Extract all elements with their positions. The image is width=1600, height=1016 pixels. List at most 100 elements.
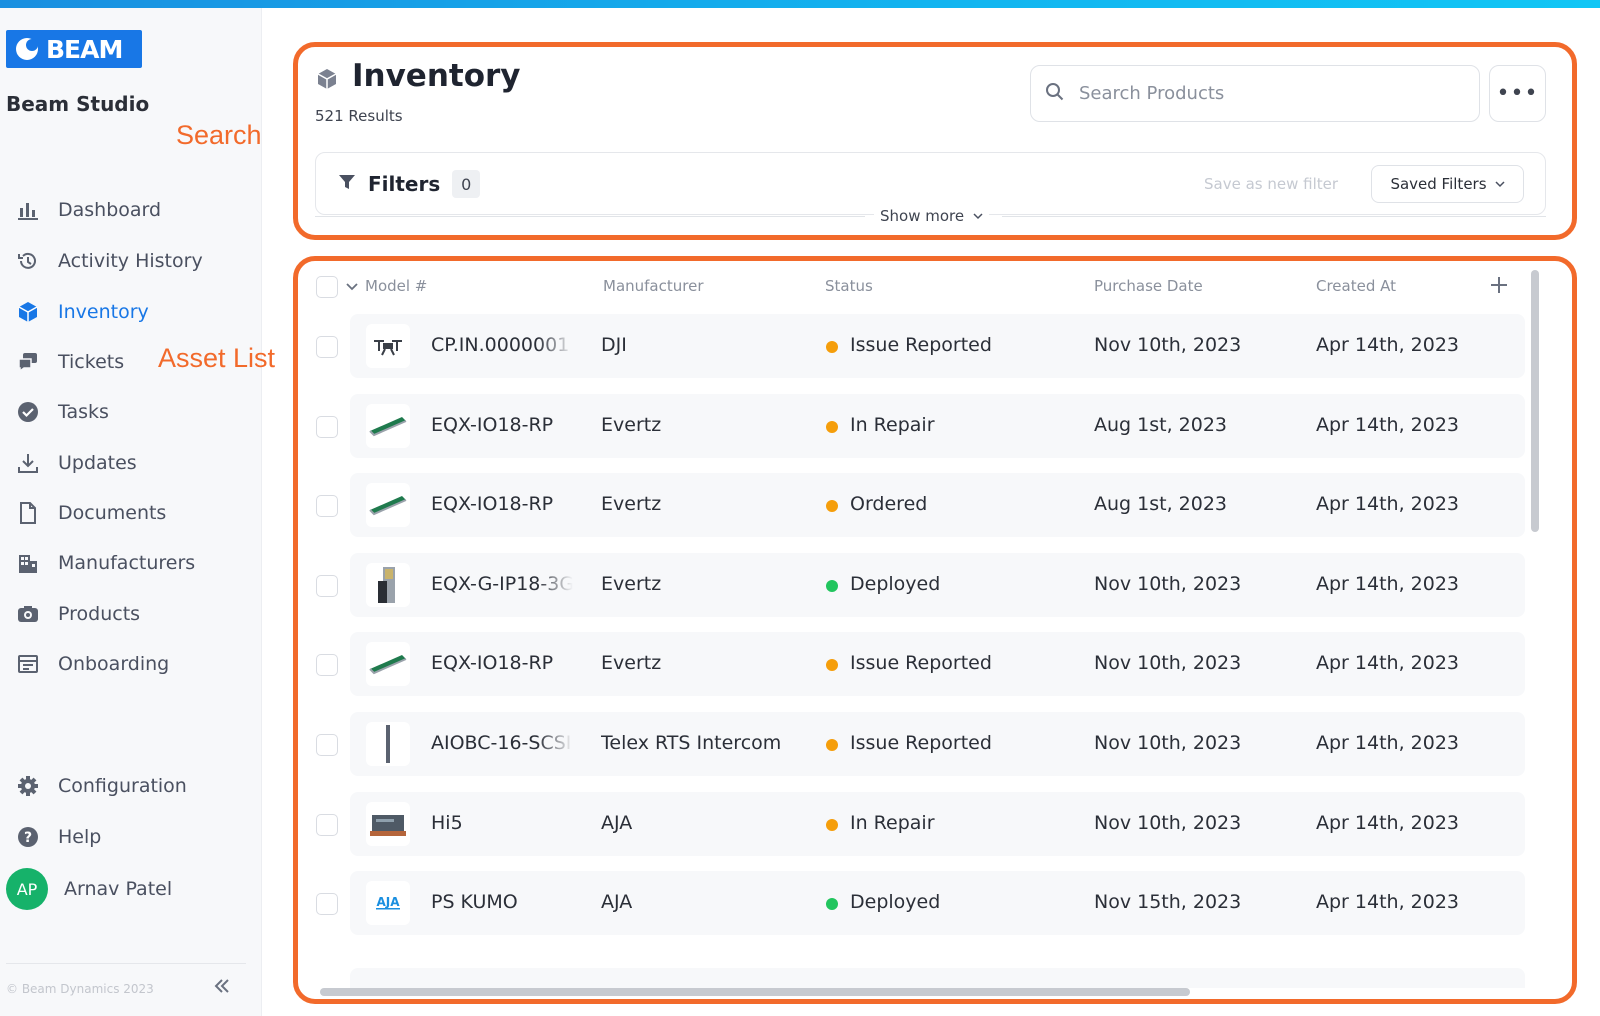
row-checkbox[interactable] <box>316 495 338 517</box>
table-row[interactable]: AJA PS KUMO AJA Deployed Nov 15th, 2023 Apr 1… <box>350 871 1525 935</box>
sidebar-item-label: Dashboard <box>58 199 162 221</box>
chat-icon <box>16 350 40 374</box>
double-chevron-left-icon[interactable] <box>212 976 232 1001</box>
more-options-button[interactable]: ••• <box>1489 65 1546 122</box>
cell-manufacturer: AJA <box>601 891 633 913</box>
annotation-asset-list: Asset List <box>158 343 276 373</box>
cube-icon <box>16 300 40 324</box>
sidebar: BEAM Beam Studio <box>0 8 262 1016</box>
table-row[interactable]: EQX-IO18-RP Evertz Issue Reported Nov 10th,… <box>350 632 1525 696</box>
saved-filters-dropdown[interactable]: Saved Filters <box>1371 165 1524 203</box>
search-input[interactable]: Search Products <box>1030 65 1480 122</box>
table-row[interactable]: EQX-IO18-RP Evertz Ordered Aug 1st, 2023 Apr… <box>350 473 1525 537</box>
cell-model: EQX-IO18-RP <box>431 414 554 436</box>
table-row[interactable]: AIOBC-16-SCSI Telex RTS Intercom Issue Rep… <box>350 712 1525 776</box>
beam-logo[interactable]: BEAM <box>6 30 142 68</box>
sidebar-item-inventory[interactable]: Inventory <box>0 292 262 332</box>
column-header-status[interactable]: Status <box>825 277 873 295</box>
sidebar-item-configuration[interactable]: Configuration <box>0 766 262 806</box>
sidebar-item-onboarding[interactable]: Onboarding <box>0 644 262 684</box>
cell-manufacturer: Evertz <box>601 652 662 674</box>
status-dot <box>826 819 838 831</box>
row-checkbox[interactable] <box>316 893 338 915</box>
table-row[interactable]: Hi5 AJA In Repair Nov 10th, 2023 Apr 14th, 2… <box>350 792 1525 856</box>
product-thumbnail <box>366 404 410 448</box>
status-dot <box>826 739 838 751</box>
sidebar-item-tasks[interactable]: Tasks <box>0 392 262 432</box>
status-dot <box>826 580 838 592</box>
chevron-down-icon[interactable] <box>345 279 359 298</box>
status-dot <box>826 500 838 512</box>
cell-purchase-date: Nov 15th, 2023 <box>1094 891 1242 913</box>
user-profile[interactable]: AP Arnav Patel <box>6 868 172 910</box>
sidebar-item-label: Documents <box>58 502 167 524</box>
filter-icon <box>338 173 356 195</box>
gear-icon <box>16 774 40 798</box>
cell-purchase-date: Nov 10th, 2023 <box>1094 334 1242 356</box>
vertical-scrollbar[interactable] <box>1531 270 1539 532</box>
cell-created-at: Apr 14th, 2023 <box>1316 414 1460 436</box>
row-checkbox[interactable] <box>316 734 338 756</box>
cell-created-at: Apr 14th, 2023 <box>1316 732 1460 754</box>
filters-count-badge: 0 <box>452 170 481 198</box>
beam-logo-text: BEAM <box>46 34 123 64</box>
filters-label: Filters <box>368 172 441 196</box>
status-dot <box>826 898 838 910</box>
sidebar-item-label: Activity History <box>58 250 203 272</box>
sidebar-item-label: Inventory <box>58 301 149 323</box>
show-more-button[interactable]: Show more <box>874 207 989 225</box>
row-checkbox[interactable] <box>316 575 338 597</box>
cell-purchase-date: Aug 1st, 2023 <box>1094 493 1228 515</box>
results-count: 521 Results <box>315 107 403 125</box>
sidebar-item-help[interactable]: ? Help <box>0 817 262 857</box>
row-checkbox[interactable] <box>316 654 338 676</box>
sidebar-item-tickets[interactable]: Tickets <box>0 342 262 382</box>
horizontal-scrollbar[interactable] <box>320 988 1190 996</box>
column-header-model[interactable]: Model # <box>365 277 428 295</box>
row-checkbox[interactable] <box>316 336 338 358</box>
saved-filters-label: Saved Filters <box>1390 175 1487 193</box>
cell-manufacturer: Evertz <box>601 493 662 515</box>
asset-list-highlight-box <box>293 256 1577 1004</box>
svg-text:AJA: AJA <box>376 895 400 909</box>
sidebar-item-dashboard[interactable]: Dashboard <box>0 190 262 230</box>
camera-icon <box>16 602 40 626</box>
help-icon: ? <box>16 825 40 849</box>
cell-purchase-date: Nov 10th, 2023 <box>1094 652 1242 674</box>
row-checkbox[interactable] <box>316 814 338 836</box>
status-dot <box>826 421 838 433</box>
cell-created-at: Apr 14th, 2023 <box>1316 652 1460 674</box>
check-circle-icon <box>16 400 40 424</box>
save-as-new-filter-button[interactable]: Save as new filter <box>1204 175 1339 193</box>
table-row[interactable]: EQX-G-IP18-3G Evertz Deployed Nov 10th, 202… <box>350 553 1525 617</box>
status-dot <box>826 659 838 671</box>
cell-model: EQX-IO18-RP <box>431 652 554 674</box>
table-row[interactable]: EQX-IO18-RP Evertz In Repair Aug 1st, 2023 A… <box>350 394 1525 458</box>
sidebar-item-documents[interactable]: Documents <box>0 493 262 533</box>
column-header-purchase-date[interactable]: Purchase Date <box>1094 277 1203 295</box>
sidebar-item-updates[interactable]: Updates <box>0 443 262 483</box>
sidebar-item-activity-history[interactable]: Activity History <box>0 241 262 281</box>
cell-model: AIOBC-16-SCSI <box>431 732 572 754</box>
sidebar-item-manufacturers[interactable]: Manufacturers <box>0 543 262 583</box>
column-header-created-at[interactable]: Created At <box>1316 277 1397 295</box>
chevron-down-icon <box>1495 175 1505 193</box>
sidebar-item-label: Products <box>58 603 141 625</box>
search-placeholder: Search Products <box>1079 83 1225 104</box>
sidebar-divider <box>6 963 246 964</box>
status-dot <box>826 341 838 353</box>
cell-model: EQX-IO18-RP <box>431 493 554 515</box>
table-row[interactable]: CP.IN.0000001 DJI Issue Reported Nov 10th, … <box>350 314 1525 378</box>
column-header-manufacturer[interactable]: Manufacturer <box>603 277 704 295</box>
row-checkbox[interactable] <box>316 416 338 438</box>
cell-created-at: Apr 14th, 2023 <box>1316 891 1460 913</box>
select-all-checkbox[interactable] <box>316 276 338 298</box>
add-column-icon[interactable] <box>1490 272 1508 300</box>
cell-status: Issue Reported <box>850 652 992 674</box>
cell-status: Deployed <box>850 573 941 595</box>
cell-status: Issue Reported <box>850 732 992 754</box>
cell-created-at: Apr 14th, 2023 <box>1316 573 1460 595</box>
sidebar-item-products[interactable]: Products <box>0 594 262 634</box>
filters-toggle[interactable]: Filters 0 <box>338 170 481 198</box>
product-thumbnail <box>366 722 410 766</box>
